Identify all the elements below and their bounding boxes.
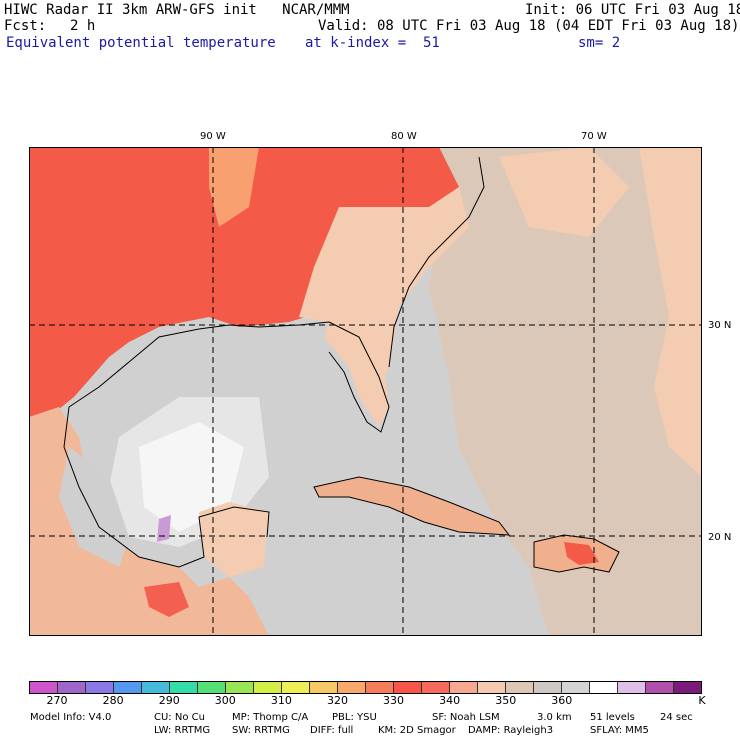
atlantic-peach-field — [639, 147, 702, 477]
colorbar-label-360: 360 — [551, 694, 573, 707]
colorbar-swatch-10 — [310, 682, 338, 693]
yucatan-peach — [199, 502, 269, 577]
forecast-label: Fcst: — [4, 18, 47, 34]
footer-cu: CU: No Cu — [154, 712, 205, 723]
colorbar-swatch-4 — [142, 682, 170, 693]
atlantic-coastline — [388, 156, 485, 368]
init-time: Init: 06 UTC Fri 03 Aug 18 — [525, 2, 740, 18]
footer-sf: SF: Noah LSM — [432, 712, 500, 723]
colorbar-swatch-7 — [226, 682, 254, 693]
colorbar-swatch-12 — [366, 682, 394, 693]
colorbar-swatch-1 — [58, 682, 86, 693]
mexico-coastline — [63, 406, 270, 568]
colorbar-label-300: 300 — [214, 694, 236, 707]
colorbar-swatch-2 — [86, 682, 114, 693]
colorbar-swatch-11 — [338, 682, 366, 693]
colorbar-swatch-5 — [170, 682, 198, 693]
colorbar-swatch-13 — [394, 682, 422, 693]
colorbar-swatch-20 — [590, 682, 618, 693]
colorbar-swatch-21 — [618, 682, 646, 693]
colorbar-swatch-8 — [254, 682, 282, 693]
footer-diff: DIFF: full — [310, 725, 354, 736]
colorbar-swatch-18 — [534, 682, 562, 693]
colorbar-swatch-0 — [30, 682, 58, 693]
atlantic-tan-field — [429, 147, 702, 636]
colorbar-swatch-15 — [450, 682, 478, 693]
hispaniola-red — [564, 542, 599, 565]
footer-mp: MP: Thomp C/A — [232, 712, 309, 723]
colorbar-swatch-16 — [478, 682, 506, 693]
us-land-orange — [209, 147, 259, 227]
colorbar — [29, 681, 702, 694]
smoothing: sm= 2 — [578, 35, 621, 51]
lon-label-90w: 90 W — [200, 131, 226, 142]
footer-sw: SW: RRTMG — [232, 725, 290, 736]
map-frame — [29, 147, 702, 636]
footer-pbl: PBL: YSU — [332, 712, 377, 723]
valid-time: Valid: 08 UTC Fri 03 Aug 18 (04 EDT Fri … — [318, 18, 740, 34]
central-america-red — [144, 582, 189, 617]
level-index: at k-index = 51 — [305, 35, 440, 51]
footer-km: KM: 2D Smagor — [378, 725, 456, 736]
colorbar-label-330: 330 — [383, 694, 405, 707]
colorbar-label-310: 310 — [270, 694, 292, 707]
colorbar-label-270: 270 — [46, 694, 68, 707]
footer-levels: 51 levels — [590, 712, 635, 723]
southeast-peach — [299, 187, 469, 387]
footer-timestep: 24 sec — [660, 712, 693, 723]
mexico-land — [29, 407, 269, 636]
colorbar-swatch-22 — [646, 682, 674, 693]
colorbar-swatch-19 — [562, 682, 590, 693]
forecast-hour: 2 h — [70, 18, 96, 34]
footer-damp: DAMP: Rayleigh3 — [468, 725, 554, 736]
gulf-coastline — [68, 321, 390, 433]
lat-label-20n: 20 N — [708, 532, 732, 543]
gulf-white-field — [139, 422, 244, 532]
florida-peach — [324, 322, 389, 427]
cuba-land — [314, 477, 509, 535]
colorbar-swatch-23 — [674, 682, 701, 693]
graticule — [29, 147, 702, 636]
purple-cell — [157, 515, 171, 542]
footer-model-info: Model Info: V4.0 — [30, 712, 112, 723]
colorbar-swatch-17 — [506, 682, 534, 693]
colorbar-swatch-9 — [282, 682, 310, 693]
lat-label-30n: 30 N — [708, 320, 732, 331]
lon-label-70w: 70 W — [581, 131, 607, 142]
footer-resolution: 3.0 km — [537, 712, 572, 723]
colorbar-label-280: 280 — [102, 694, 124, 707]
colorbar-label-320: 320 — [326, 694, 348, 707]
product-title: HIWC Radar II 3km ARW-GFS init NCAR/MMM — [4, 2, 350, 18]
atlantic-peach-patch — [499, 147, 629, 237]
footer-sflay: SFLAY: MM5 — [590, 725, 649, 736]
colorbar-swatch-6 — [198, 682, 226, 693]
colorbar-label-290: 290 — [158, 694, 180, 707]
field-name: Equivalent potential temperature — [6, 35, 276, 51]
footer-lw: LW: RRTMG — [154, 725, 211, 736]
theta-e-map — [29, 147, 702, 636]
colorbar-swatch-3 — [114, 682, 142, 693]
lon-label-80w: 80 W — [391, 131, 417, 142]
cuba-coastline — [313, 476, 511, 536]
colorbar-label-340: 340 — [439, 694, 461, 707]
colorbar-unit: K — [698, 694, 706, 707]
colorbar-label-350: 350 — [495, 694, 517, 707]
colorbar-swatch-14 — [422, 682, 450, 693]
